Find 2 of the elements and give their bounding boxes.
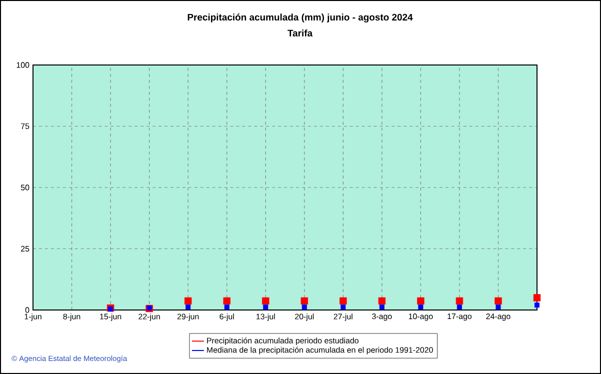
chart-subtitle: Tarifa <box>288 30 313 36</box>
chart-title: Precipitación acumulada (mm) junio - agosto 2024 <box>188 14 413 22</box>
